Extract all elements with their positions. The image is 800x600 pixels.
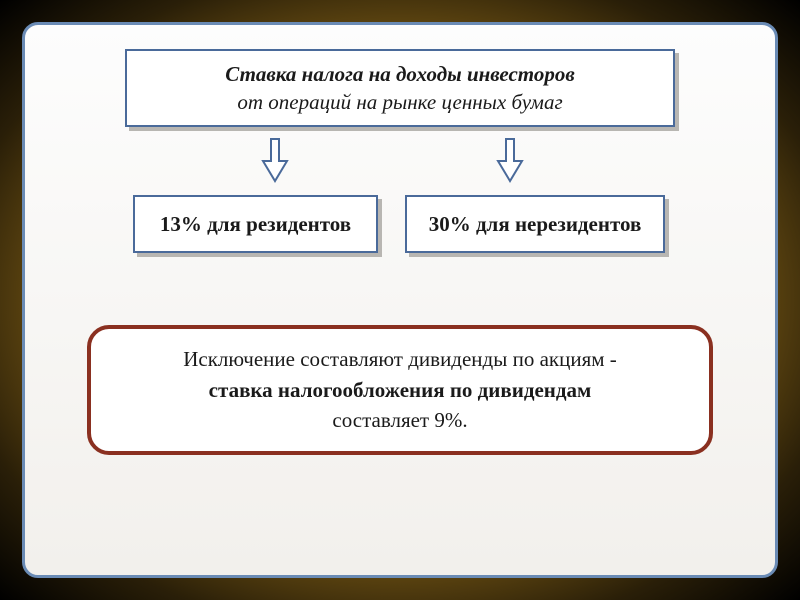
- exception-callout: Исключение составляют дивиденды по акция…: [87, 325, 713, 455]
- arrow-down-icon: [495, 137, 525, 185]
- slide-frame: Ставка налога на доходы инвесторов от оп…: [0, 0, 800, 600]
- rate-box-residents: 13% для резидентов: [133, 195, 378, 253]
- rate-residents-label: 13% для резидентов: [160, 212, 351, 237]
- rate-nonresidents-label: 30% для нерезидентов: [429, 212, 642, 237]
- exception-line-3: составляет 9%.: [332, 405, 467, 435]
- title-line-2: от операций на рынке ценных бумаг: [237, 88, 562, 116]
- exception-line-2: ставка налогообложения по дивидендам: [209, 375, 592, 405]
- title-line-1: Ставка налога на доходы инвесторов: [225, 60, 574, 88]
- title-box: Ставка налога на доходы инвесторов от оп…: [125, 49, 675, 127]
- exception-line-1: Исключение составляют дивиденды по акция…: [183, 344, 617, 374]
- arrow-down-icon: [260, 137, 290, 185]
- content-panel: Ставка налога на доходы инвесторов от оп…: [22, 22, 778, 578]
- rate-box-nonresidents: 30% для нерезидентов: [405, 195, 665, 253]
